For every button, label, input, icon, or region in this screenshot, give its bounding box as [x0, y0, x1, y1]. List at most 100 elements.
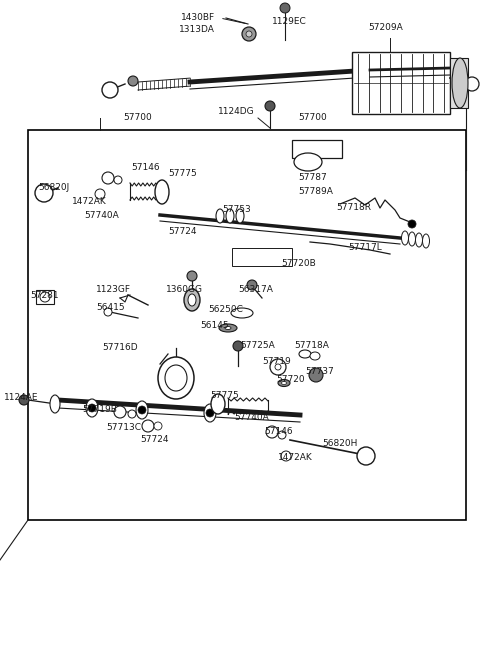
- Ellipse shape: [184, 289, 200, 311]
- Circle shape: [19, 395, 29, 405]
- Text: 57789A: 57789A: [298, 188, 333, 197]
- Text: 1472AK: 1472AK: [72, 197, 107, 207]
- Circle shape: [95, 189, 105, 199]
- Text: 1129EC: 1129EC: [272, 18, 307, 26]
- Ellipse shape: [225, 327, 231, 329]
- Text: 1472AK: 1472AK: [278, 453, 313, 462]
- Text: 57146: 57146: [264, 428, 293, 436]
- Bar: [232, 248, 292, 266]
- Text: 57740A: 57740A: [84, 211, 119, 220]
- Ellipse shape: [278, 380, 290, 386]
- Text: 57720: 57720: [276, 375, 305, 384]
- Circle shape: [309, 368, 323, 382]
- Ellipse shape: [294, 153, 322, 171]
- Ellipse shape: [188, 294, 196, 306]
- Text: 57724: 57724: [168, 228, 196, 237]
- Circle shape: [104, 308, 112, 316]
- Text: 57281: 57281: [30, 291, 59, 300]
- Ellipse shape: [226, 209, 234, 223]
- Ellipse shape: [219, 324, 237, 332]
- Ellipse shape: [165, 365, 187, 391]
- Ellipse shape: [299, 350, 311, 358]
- Text: 57724: 57724: [140, 436, 168, 445]
- Circle shape: [281, 451, 291, 461]
- Text: 57740A: 57740A: [234, 413, 269, 422]
- Ellipse shape: [408, 232, 416, 246]
- Text: 1360GG: 1360GG: [166, 285, 203, 295]
- Circle shape: [142, 420, 154, 432]
- Text: 57775: 57775: [168, 169, 197, 178]
- Text: 57700: 57700: [298, 113, 327, 123]
- Ellipse shape: [86, 399, 98, 417]
- Text: 57719: 57719: [262, 358, 291, 367]
- Circle shape: [102, 172, 114, 184]
- Ellipse shape: [50, 395, 60, 413]
- Bar: [28, 130, 466, 520]
- Text: 57700: 57700: [124, 113, 152, 123]
- Ellipse shape: [231, 308, 253, 318]
- Bar: [352, 52, 450, 114]
- Circle shape: [246, 31, 252, 37]
- Text: 56145: 56145: [200, 321, 228, 331]
- Circle shape: [114, 406, 126, 418]
- Text: 57753: 57753: [222, 205, 251, 215]
- Circle shape: [114, 176, 122, 184]
- Bar: [292, 140, 342, 158]
- Ellipse shape: [136, 401, 148, 419]
- Circle shape: [138, 406, 146, 414]
- Text: 56820H: 56820H: [322, 440, 358, 449]
- Ellipse shape: [422, 234, 430, 248]
- Text: 1124DG: 1124DG: [218, 108, 255, 117]
- Bar: [36, 290, 54, 304]
- Text: 56317A: 56317A: [238, 285, 273, 295]
- Circle shape: [265, 101, 275, 111]
- Text: 57720B: 57720B: [281, 260, 316, 268]
- Text: 57775: 57775: [210, 392, 239, 401]
- Circle shape: [128, 410, 136, 418]
- Circle shape: [357, 447, 375, 465]
- Text: 1430BF: 1430BF: [181, 14, 215, 22]
- Circle shape: [278, 431, 286, 439]
- Text: 57718A: 57718A: [294, 342, 329, 350]
- Circle shape: [154, 422, 162, 430]
- Circle shape: [408, 220, 416, 228]
- Circle shape: [266, 426, 278, 438]
- Text: 57146: 57146: [131, 163, 160, 171]
- Text: 57787: 57787: [298, 173, 327, 182]
- Ellipse shape: [155, 180, 169, 204]
- Text: 1313DA: 1313DA: [179, 26, 215, 35]
- Ellipse shape: [281, 382, 287, 384]
- Circle shape: [35, 184, 53, 202]
- Ellipse shape: [416, 233, 422, 247]
- Text: 56415: 56415: [96, 304, 125, 312]
- Circle shape: [465, 77, 479, 91]
- Circle shape: [206, 409, 214, 417]
- Circle shape: [242, 27, 256, 41]
- Ellipse shape: [211, 394, 225, 414]
- Ellipse shape: [158, 357, 194, 399]
- Text: 57719B: 57719B: [82, 405, 117, 415]
- Text: 57718R: 57718R: [336, 203, 371, 213]
- Text: 57713C: 57713C: [106, 424, 141, 432]
- Text: 57209A: 57209A: [368, 24, 403, 33]
- Text: 56820J: 56820J: [38, 184, 69, 192]
- Circle shape: [102, 82, 118, 98]
- Circle shape: [40, 292, 50, 302]
- Circle shape: [128, 76, 138, 86]
- Text: 57737: 57737: [305, 367, 334, 377]
- Circle shape: [270, 359, 286, 375]
- Circle shape: [88, 404, 96, 412]
- Text: 57717L: 57717L: [348, 243, 382, 253]
- Text: 1124AE: 1124AE: [4, 394, 38, 403]
- Circle shape: [233, 341, 243, 351]
- Circle shape: [187, 271, 197, 281]
- Text: 56250C: 56250C: [208, 306, 243, 314]
- Ellipse shape: [204, 404, 216, 422]
- Text: 57725A: 57725A: [240, 342, 275, 350]
- Circle shape: [280, 3, 290, 13]
- Ellipse shape: [236, 209, 244, 223]
- Text: 57716D: 57716D: [102, 344, 138, 352]
- Bar: [450, 58, 468, 108]
- Text: 1123GF: 1123GF: [96, 285, 131, 295]
- Ellipse shape: [310, 352, 320, 360]
